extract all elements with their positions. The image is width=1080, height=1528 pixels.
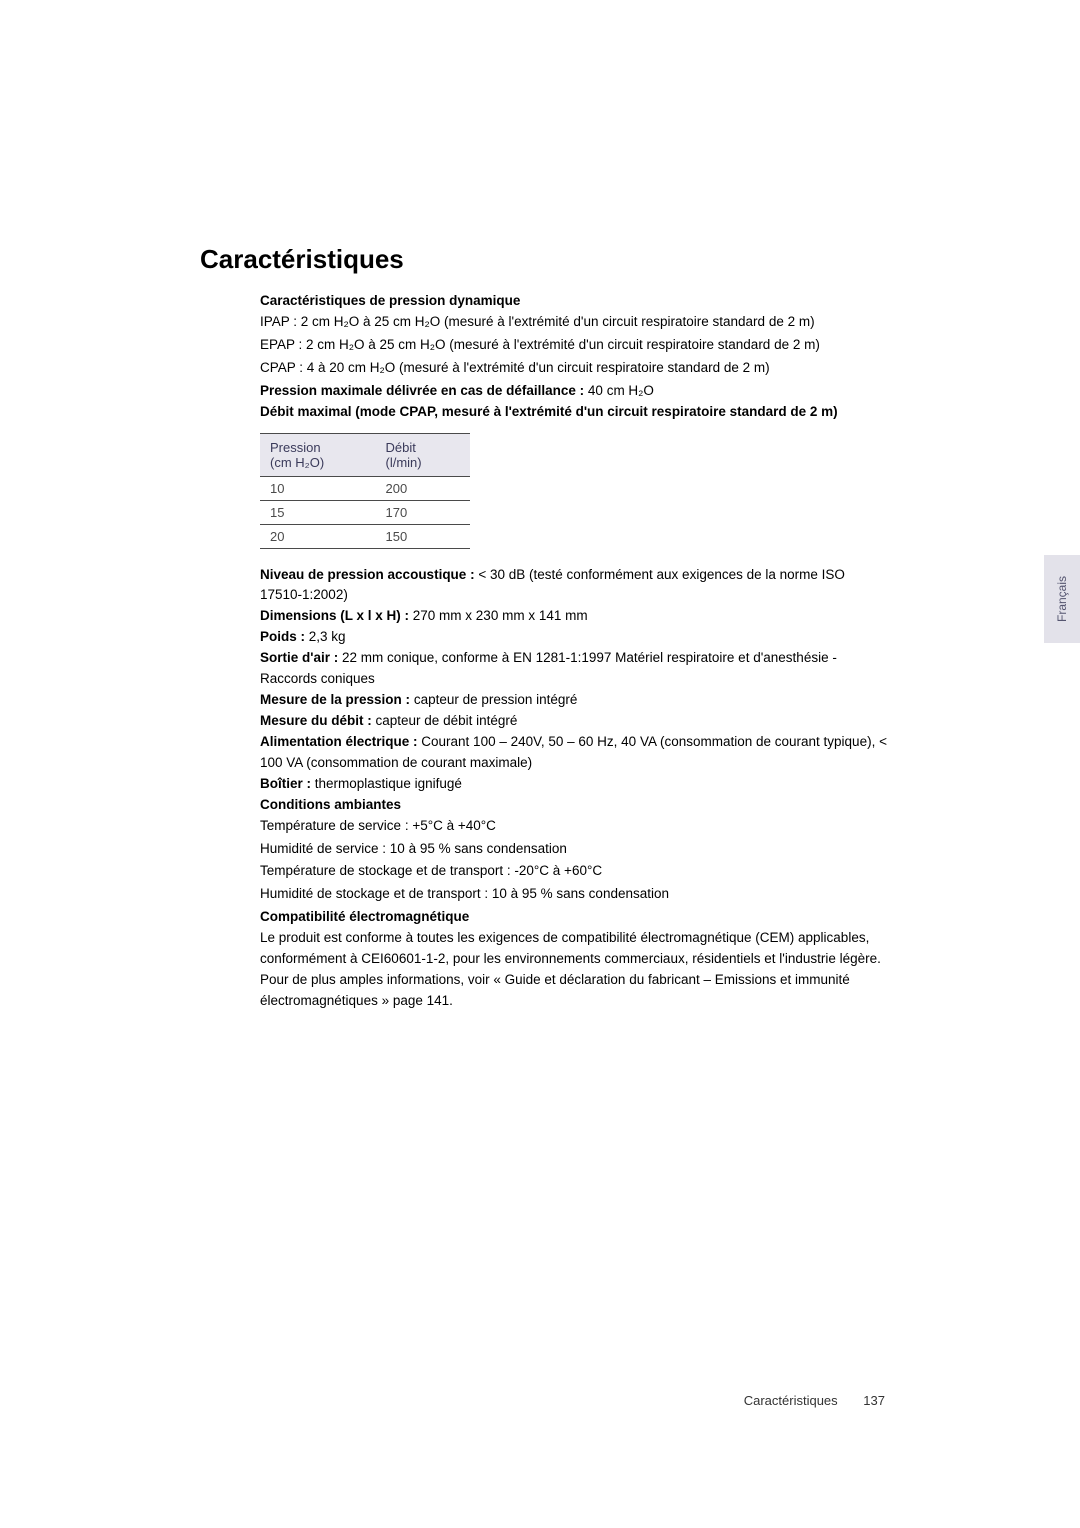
flow-measure-value: capteur de débit intégré xyxy=(372,713,518,728)
page-footer: Caractéristiques 137 xyxy=(744,1393,885,1408)
content-area: Caractéristiques de pression dynamique I… xyxy=(260,291,890,1012)
weight-value: 2,3 kg xyxy=(305,629,346,644)
col1-line1: Pression xyxy=(270,440,321,455)
flow-measure-label: Mesure du débit : xyxy=(260,713,372,728)
cell-pressure: 20 xyxy=(260,524,376,548)
ambient-temp-service: Température de service : +5°C à +40°C xyxy=(260,816,890,837)
cell-pressure: 10 xyxy=(260,476,376,500)
col2-line2: (l/min) xyxy=(386,455,422,470)
power-line: Alimentation électrique : Courant 100 – … xyxy=(260,732,890,774)
flow-measure-line: Mesure du débit : capteur de débit intég… xyxy=(260,711,890,732)
table-header-flow: Débit (l/min) xyxy=(376,433,471,476)
dynamic-pressure-heading: Caractéristiques de pression dynamique xyxy=(260,291,890,312)
dynamic-pressure-section: Caractéristiques de pression dynamique I… xyxy=(260,291,890,379)
col1-line2: (cm H₂O) xyxy=(270,455,324,470)
housing-label: Boîtier : xyxy=(260,776,311,791)
ambient-humidity-storage: Humidité de stockage et de transport : 1… xyxy=(260,884,890,905)
cpap-spec: CPAP : 4 à 20 cm H₂O (mesuré à l'extrémi… xyxy=(260,358,890,379)
table-row: 20 150 xyxy=(260,524,470,548)
pressure-measure-line: Mesure de la pression : capteur de press… xyxy=(260,690,890,711)
emc-body: Le produit est conforme à toutes les exi… xyxy=(260,928,890,1012)
cell-flow: 150 xyxy=(376,524,471,548)
emc-heading: Compatibilité électromagnétique xyxy=(260,907,890,928)
footer-page-number: 137 xyxy=(863,1393,885,1408)
language-side-tab: Français xyxy=(1044,555,1080,643)
weight-label: Poids : xyxy=(260,629,305,644)
air-outlet-line: Sortie d'air : 22 mm conique, conforme à… xyxy=(260,648,890,690)
acoustic-line: Niveau de pression accoustique : < 30 dB… xyxy=(260,565,890,607)
acoustic-label: Niveau de pression accoustique : xyxy=(260,567,475,582)
ipap-spec: IPAP : 2 cm H₂O à 25 cm H₂O (mesuré à l'… xyxy=(260,312,890,333)
max-pressure-line: Pression maximale délivrée en cas de déf… xyxy=(260,381,890,402)
air-outlet-label: Sortie d'air : xyxy=(260,650,338,665)
col2-line1: Débit xyxy=(386,440,416,455)
flow-table: Pression (cm H₂O) Débit (l/min) 10 200 1… xyxy=(260,433,470,549)
table-header-row: Pression (cm H₂O) Débit (l/min) xyxy=(260,433,470,476)
ambient-humidity-service: Humidité de service : 10 à 95 % sans con… xyxy=(260,839,890,860)
dimensions-line: Dimensions (L x l x H) : 270 mm x 230 mm… xyxy=(260,606,890,627)
dimensions-label: Dimensions (L x l x H) : xyxy=(260,608,409,623)
cell-flow: 200 xyxy=(376,476,471,500)
housing-value: thermoplastique ignifugé xyxy=(311,776,462,791)
footer-section-label: Caractéristiques xyxy=(744,1393,838,1408)
page-title: Caractéristiques xyxy=(200,244,890,275)
dimensions-value: 270 mm x 230 mm x 141 mm xyxy=(409,608,588,623)
power-label: Alimentation électrique : xyxy=(260,734,418,749)
table-header-pressure: Pression (cm H₂O) xyxy=(260,433,376,476)
air-outlet-value: 22 mm conique, conforme à EN 1281-1:1997… xyxy=(260,650,837,686)
table-row: 10 200 xyxy=(260,476,470,500)
cell-pressure: 15 xyxy=(260,500,376,524)
cell-flow: 170 xyxy=(376,500,471,524)
pressure-measure-value: capteur de pression intégré xyxy=(410,692,577,707)
max-flow-heading: Débit maximal (mode CPAP, mesuré à l'ext… xyxy=(260,402,890,423)
weight-line: Poids : 2,3 kg xyxy=(260,627,890,648)
max-pressure-value: 40 cm H₂O xyxy=(584,383,654,398)
side-tab-label: Français xyxy=(1055,576,1069,622)
epap-spec: EPAP : 2 cm H₂O à 25 cm H₂O (mesuré à l'… xyxy=(260,335,890,356)
housing-line: Boîtier : thermoplastique ignifugé xyxy=(260,774,890,795)
ambient-heading: Conditions ambiantes xyxy=(260,795,890,816)
table-row: 15 170 xyxy=(260,500,470,524)
pressure-measure-label: Mesure de la pression : xyxy=(260,692,410,707)
ambient-temp-storage: Température de stockage et de transport … xyxy=(260,861,890,882)
page-content: Caractéristiques Caractéristiques de pre… xyxy=(200,244,890,1014)
max-pressure-label: Pression maximale délivrée en cas de déf… xyxy=(260,383,584,398)
